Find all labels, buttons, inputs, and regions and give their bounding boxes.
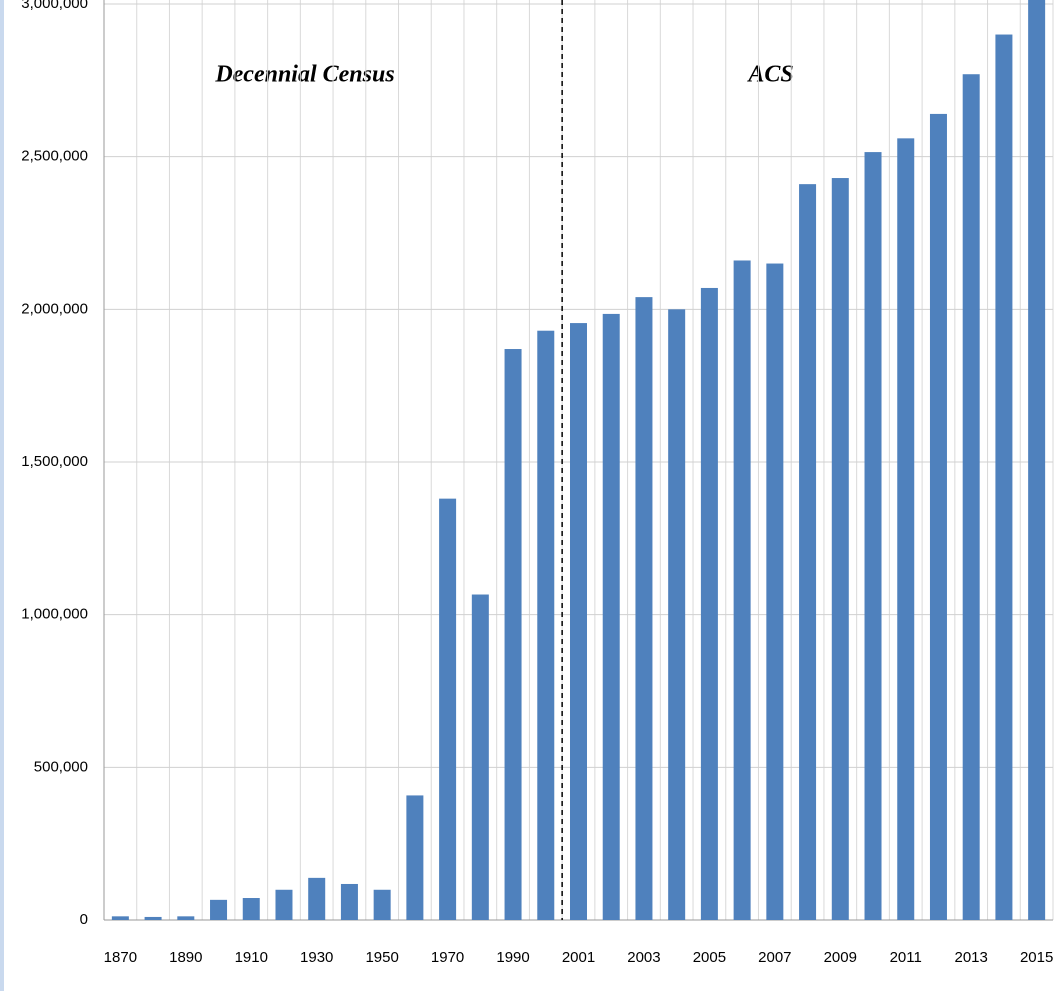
x-tick-label: 2005 <box>693 949 726 966</box>
bar <box>144 916 162 920</box>
x-tick-label: 2011 <box>890 949 922 966</box>
y-tick-label: 3,000,000 <box>21 0 88 12</box>
x-tick-label: 2003 <box>627 949 660 966</box>
x-tick-label: 1990 <box>496 949 529 966</box>
bar <box>897 138 915 920</box>
bar <box>864 152 882 920</box>
bar <box>668 309 686 920</box>
bar <box>406 795 424 920</box>
y-tick-label: 2,500,000 <box>21 148 88 165</box>
x-tick-label: 2013 <box>955 949 988 966</box>
bar <box>831 178 849 921</box>
x-tick-label: 2001 <box>562 949 595 966</box>
bar <box>635 297 653 920</box>
x-tick-label: 1970 <box>431 949 464 966</box>
x-tick-label: 1890 <box>169 949 202 966</box>
bar <box>733 260 751 921</box>
bar <box>111 916 129 920</box>
bar <box>242 898 260 920</box>
annotation: Decennial Census <box>214 62 394 88</box>
bar <box>799 184 817 920</box>
bar <box>177 916 195 920</box>
x-tick-label: 1950 <box>365 949 398 966</box>
x-tick-label: 1930 <box>300 949 333 966</box>
y-tick-label: 1,000,000 <box>21 606 88 623</box>
bar <box>537 330 555 920</box>
bar <box>962 74 980 920</box>
bar <box>373 889 391 920</box>
bar <box>471 594 489 920</box>
bar <box>570 323 587 920</box>
bar <box>1028 0 1046 921</box>
x-tick-label: 1870 <box>104 949 137 966</box>
bar <box>210 899 228 920</box>
bar <box>308 877 326 920</box>
bar <box>700 287 718 921</box>
annotation: ACS <box>746 62 793 88</box>
bar <box>340 883 358 920</box>
y-tick-label: 500,000 <box>34 758 88 775</box>
bar <box>766 263 784 920</box>
x-tick-label: 1910 <box>235 949 268 966</box>
x-tick-label: 2015 <box>1020 949 1053 966</box>
bar <box>275 889 293 920</box>
bar <box>602 313 620 920</box>
y-tick-label: 0 <box>80 911 88 928</box>
y-tick-label: 1,500,000 <box>21 453 88 470</box>
bar <box>439 498 457 920</box>
x-tick-label: 2009 <box>824 949 857 966</box>
bar <box>929 113 947 921</box>
x-tick-label: 2007 <box>758 949 791 966</box>
y-tick-label: 2,000,000 <box>21 300 88 317</box>
left-border <box>0 0 4 991</box>
bar <box>995 34 1013 921</box>
bar <box>504 349 522 920</box>
